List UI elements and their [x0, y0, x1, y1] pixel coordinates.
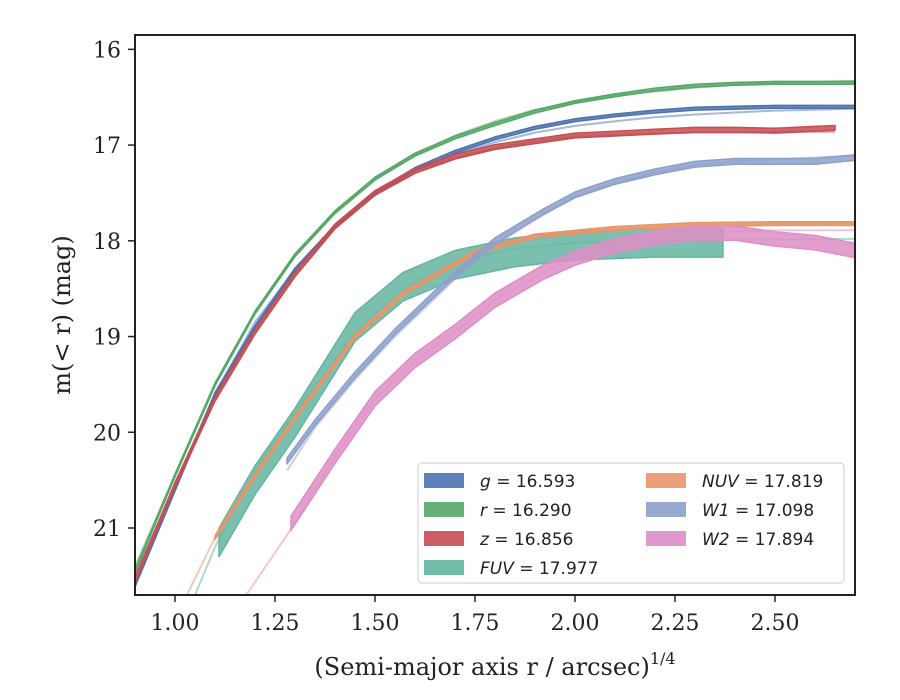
legend-swatch-w1: [646, 502, 686, 517]
series-w2-band: [290, 225, 855, 532]
legend-label-z: z = 16.856: [479, 530, 573, 550]
series-layer: [135, 79, 855, 595]
x-tick-label: 2.50: [751, 611, 800, 636]
legend-swatch-r: [424, 502, 464, 517]
y-tick-label: 21: [93, 517, 121, 542]
legend-label-w2: W2 = 17.894: [702, 530, 814, 550]
y-axis: 16 17 18 19 20 21: [93, 38, 135, 542]
y-tick-label: 16: [93, 38, 121, 63]
y-tick-label: 20: [93, 421, 121, 446]
x-axis-label-superscript: 1/4: [650, 649, 676, 668]
legend-label-w1: W1 = 17.098: [702, 501, 814, 521]
legend-swatch-g: [424, 473, 464, 488]
y-axis-label: m(< r) (mag): [48, 235, 76, 394]
series-z-band: [135, 124, 836, 584]
x-axis-label: (Semi-major axis r / arcsec)1/4: [314, 649, 675, 681]
series-nuv-band: [214, 220, 855, 541]
legend-swatch-z: [424, 531, 464, 546]
x-tick-label: 1.00: [151, 611, 200, 636]
y-tick-label: 17: [93, 134, 121, 159]
series-g-model-line: [135, 107, 855, 577]
x-tick-label: 1.25: [251, 611, 300, 636]
x-axis-label-text: (Semi-major axis r / arcsec): [314, 653, 649, 681]
series-w1-band: [286, 153, 855, 465]
legend-label-r: r = 16.290: [480, 501, 572, 521]
series-fuv-band: [218, 227, 724, 558]
y-tick-label: 19: [93, 326, 121, 351]
y-tick-label: 18: [93, 230, 121, 255]
legend-label-fuv: FUV = 17.977: [480, 559, 598, 579]
series-r-band: [135, 80, 855, 574]
legend-swatch-w2: [646, 531, 686, 546]
legend-label-g: g = 16.593: [480, 472, 575, 492]
legend-swatch-fuv: [424, 560, 464, 575]
x-axis: 1.00 1.25 1.50 1.75 2.00 2.25 2.50: [151, 595, 800, 636]
x-tick-label: 1.50: [351, 611, 400, 636]
legend-label-nuv: NUV = 17.819: [702, 472, 823, 492]
x-tick-label: 2.00: [551, 611, 600, 636]
legend: g = 16.593 r = 16.290 z = 16.856 FUV = 17.9…: [417, 462, 845, 584]
plot-frame: [134, 34, 856, 596]
x-tick-label: 2.25: [651, 611, 700, 636]
legend-swatch-nuv: [646, 473, 686, 488]
legend-frame: [417, 462, 845, 584]
x-tick-label: 1.75: [451, 611, 500, 636]
